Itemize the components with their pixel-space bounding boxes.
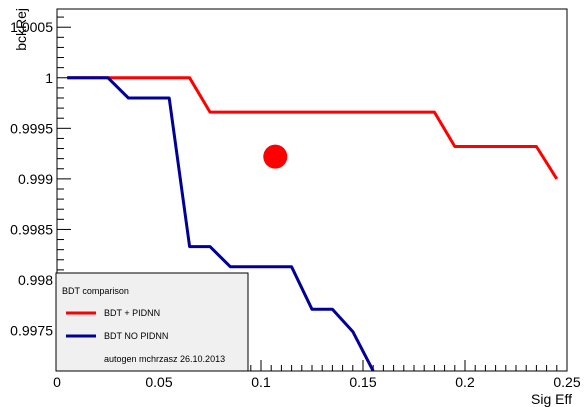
x-axis-title: Sig Eff xyxy=(531,391,572,407)
legend-entry-bdt-no-pidnn: BDT NO PIDNN xyxy=(104,331,168,341)
axes: 0 0.05 0.1 0.15 0.2 0.25 0.9975 0.998 0.9985 0.99… xyxy=(10,8,581,390)
y-axis-title: bckRej xyxy=(13,8,29,51)
series-line-0 xyxy=(67,76,559,180)
legend-title: BDT comparison xyxy=(62,286,129,296)
x-tick-label: 0.1 xyxy=(251,374,271,390)
x-tick-label: 0.15 xyxy=(349,374,376,390)
data-series xyxy=(67,76,559,371)
x-tick-label: 0.05 xyxy=(145,374,172,390)
x-tick-label: 0.25 xyxy=(553,374,580,390)
y-tick-label: 0.998 xyxy=(18,272,53,288)
legend-box xyxy=(55,272,249,372)
legend-entry-bdt-pidnn: BDT + PIDNN xyxy=(104,308,160,318)
x-tick-label: 0.2 xyxy=(455,374,475,390)
y-tick-label: 0.9995 xyxy=(10,120,53,136)
y-tick-label: 0.999 xyxy=(18,171,53,187)
legend: BDT comparison BDT + PIDNN BDT NO PIDNN … xyxy=(55,272,249,372)
y-tick-label: 1.0005 xyxy=(10,19,53,35)
y-tick-label: 1 xyxy=(45,70,53,86)
y-tick-label: 0.9975 xyxy=(10,323,53,339)
x-tick-label: 0 xyxy=(53,374,61,390)
y-tick-label: 0.9985 xyxy=(10,221,53,237)
series-line-1 xyxy=(67,76,375,371)
highlight-marker xyxy=(263,144,288,169)
legend-note: autogen mchrzasz 26.10.2013 xyxy=(104,354,225,364)
